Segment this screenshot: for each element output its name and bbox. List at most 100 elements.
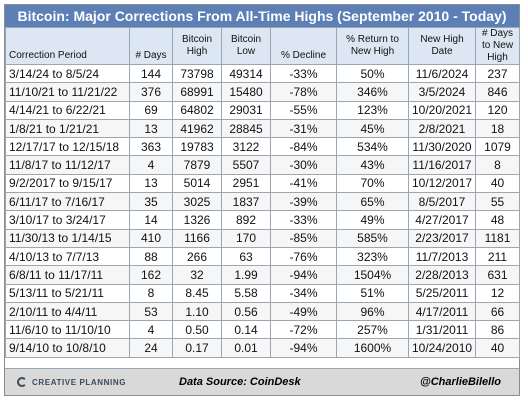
cell-period: 3/10/17 to 3/24/17 [5,210,130,230]
cell-decline: -55% [270,100,337,120]
cell-days-to-new-high: 12 [475,283,520,303]
table-row: 3/14/24 to 8/5/24 144 73798 49314 -33% 50% 11/… [5,63,520,84]
cell-days: 376 [129,82,173,102]
cell-decline: -41% [270,173,337,194]
cell-days-to-new-high: 1181 [475,228,520,248]
cell-high: 266 [172,246,222,267]
header-days-to-new-high: # Days to New High [475,27,520,65]
table-row: 12/17/17 to 12/15/18 363 19783 3122 -84% 534%… [5,137,520,157]
cell-high: 73798 [172,63,222,84]
cell-high: 1326 [172,210,222,230]
cell-days: 144 [129,63,173,84]
cell-period: 12/17/17 to 12/15/18 [5,137,130,157]
header-row: Correction Period # Days Bitcoin High Bi… [5,27,520,65]
cell-high: 0.17 [172,338,222,358]
cell-new-high-date: 8/5/2017 [408,192,476,212]
table-row: 11/30/13 to 1/14/15 410 1166 170 -85% 585% 2/2… [5,228,520,248]
header-decline: % Decline [270,27,337,65]
table-title: Bitcoin: Major Corrections From All-Time… [5,5,519,27]
cell-decline: -85% [270,228,337,248]
cell-days: 363 [129,137,173,157]
cell-new-high-date: 2/23/2017 [408,228,476,248]
table-row: 11/8/17 to 11/12/17 4 7879 5507 -30% 43% 11/16… [5,155,520,175]
table-row: 1/8/21 to 1/21/21 13 41962 28845 -31% 45% 2/8/… [5,118,520,139]
cell-period: 11/8/17 to 11/12/17 [5,155,130,175]
cell-period: 9/2/2017 to 9/15/17 [5,173,130,194]
footer-bar: CREATIVE PLANNING Data Source: CoinDesk … [5,368,519,395]
cell-high: 7879 [172,155,222,175]
cell-low: 1837 [221,192,271,212]
cell-period: 2/10/11 to 4/4/11 [5,301,130,322]
cell-new-high-date: 11/7/2013 [408,246,476,267]
table-row: 11/6/10 to 11/10/10 4 0.50 0.14 -72% 257% 1/31… [5,320,520,340]
cell-days: 410 [129,228,173,248]
cell-period: 11/30/13 to 1/14/15 [5,228,130,248]
logo-text: CREATIVE PLANNING [32,377,127,387]
cell-high: 3025 [172,192,222,212]
cell-new-high-date: 5/25/2011 [408,283,476,303]
cell-days: 13 [129,118,173,139]
cell-days: 4 [129,320,173,340]
cell-days-to-new-high: 18 [475,118,520,139]
cell-return: 43% [336,155,409,175]
cell-high: 64802 [172,100,222,120]
cell-new-high-date: 2/8/2021 [408,118,476,139]
cell-decline: -72% [270,320,337,340]
table-row: 6/11/17 to 7/16/17 35 3025 1837 -39% 65% 8/5/2… [5,192,520,212]
cell-decline: -33% [270,210,337,230]
cell-high: 19783 [172,137,222,157]
cell-period: 11/10/21 to 11/21/22 [5,82,130,102]
cell-period: 4/14/21 to 6/22/21 [5,100,130,120]
cell-days: 14 [129,210,173,230]
cell-return: 257% [336,320,409,340]
cell-return: 96% [336,301,409,322]
c-ring-icon [17,377,27,387]
cell-return: 49% [336,210,409,230]
cell-new-high-date: 2/28/2013 [408,265,476,285]
cell-decline: -39% [270,192,337,212]
cell-high: 68991 [172,82,222,102]
cell-period: 11/6/10 to 11/10/10 [5,320,130,340]
cell-return: 585% [336,228,409,248]
cell-period: 1/8/21 to 1/21/21 [5,118,130,139]
cell-new-high-date: 1/31/2011 [408,320,476,340]
cell-days-to-new-high: 8 [475,155,520,175]
header-new-high-date: New High Date [408,27,476,65]
cell-low: 29031 [221,100,271,120]
table-row: 5/13/11 to 5/21/11 8 8.45 5.58 -34% 51% 5/25/2… [5,283,520,303]
cell-high: 32 [172,265,222,285]
cell-return: 323% [336,246,409,267]
cell-days-to-new-high: 846 [475,82,520,102]
cell-low: 892 [221,210,271,230]
cell-return: 70% [336,173,409,194]
table-row: 6/8/11 to 11/17/11 162 32 1.99 -94% 1504% 2/28… [5,265,520,285]
cell-decline: -84% [270,137,337,157]
cell-return: 45% [336,118,409,139]
header-days: # Days [129,27,173,65]
cell-days-to-new-high: 66 [475,301,520,322]
table-body: 3/14/24 to 8/5/24 144 73798 49314 -33% 50% 11/… [5,63,520,358]
cell-decline: -94% [270,265,337,285]
cell-decline: -34% [270,283,337,303]
cell-new-high-date: 10/24/2010 [408,338,476,358]
cell-days: 162 [129,265,173,285]
cell-low: 63 [221,246,271,267]
cell-high: 41962 [172,118,222,139]
cell-low: 1.99 [221,265,271,285]
cell-new-high-date: 11/16/2017 [408,155,476,175]
cell-days: 13 [129,173,173,194]
corrections-table-card: Bitcoin: Major Corrections From All-Time… [4,4,520,396]
cell-days-to-new-high: 631 [475,265,520,285]
cell-low: 0.01 [221,338,271,358]
cell-new-high-date: 4/17/2011 [408,301,476,322]
table-row: 11/10/21 to 11/21/22 376 68991 15480 -78% 346… [5,82,520,102]
cell-low: 5.58 [221,283,271,303]
cell-decline: -33% [270,63,337,84]
cell-days: 35 [129,192,173,212]
cell-high: 5014 [172,173,222,194]
cell-low: 0.56 [221,301,271,322]
cell-low: 5507 [221,155,271,175]
cell-low: 170 [221,228,271,248]
table-row: 3/10/17 to 3/24/17 14 1326 892 -33% 49% 4/27/2… [5,210,520,230]
cell-low: 28845 [221,118,271,139]
